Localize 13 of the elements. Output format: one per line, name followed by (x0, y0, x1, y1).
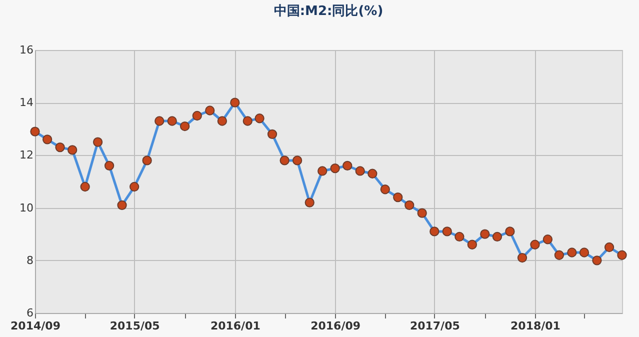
x-tick-label: 2014/09 (10, 320, 60, 332)
y-tick-label: 8 (26, 254, 34, 267)
y-tick-label: 6 (26, 306, 34, 320)
x-tick-label: 2016/09 (310, 320, 361, 332)
y-tick-label: 12 (20, 148, 34, 162)
y-tick-label: 10 (20, 201, 34, 214)
y-tick-label: 14 (20, 96, 34, 110)
x-tick-label: 2017/05 (410, 320, 460, 332)
x-tick-label: 2016/01 (210, 320, 260, 332)
x-tick-label: 2018/01 (510, 320, 560, 332)
x-tick-label: 2015/05 (110, 320, 160, 332)
y-tick-label: 16 (20, 44, 34, 56)
chart-title: 中国:M2:同比(%) (274, 4, 384, 19)
